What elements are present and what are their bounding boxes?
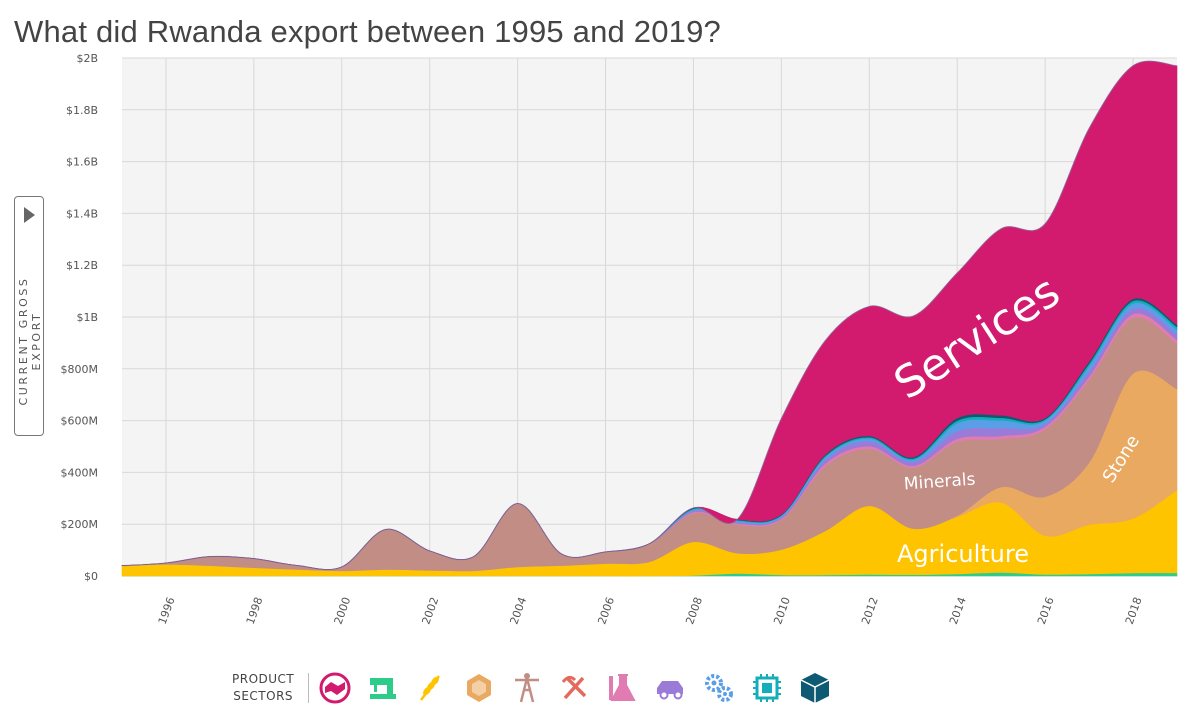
x-tick-label: 2002 <box>420 595 442 626</box>
y-tick-label: $400M <box>61 466 99 479</box>
y-tick-label: $0 <box>84 570 98 583</box>
y-axis-toggle[interactable]: CURRENT GROSS EXPORT <box>14 196 44 436</box>
play-triangle-icon <box>24 207 35 223</box>
stone-icon[interactable] <box>461 670 497 706</box>
y-tick-label: $1.6B <box>66 156 98 169</box>
agriculture-icon[interactable] <box>413 670 449 706</box>
product-sectors-legend: PRODUCT SECTORS <box>232 670 845 706</box>
x-tick-label: 2018 <box>1123 595 1145 626</box>
x-tick-label: 2004 <box>507 595 529 626</box>
y-tick-label: $1.2B <box>66 259 98 272</box>
minerals-label: Minerals <box>903 470 976 495</box>
y-tick-labels: $0 $200M $400M $600M $800M $1B $1.2B $1.4B $1.6B… <box>61 52 99 583</box>
vehicles-icon[interactable] <box>653 670 689 706</box>
services-icon[interactable] <box>317 670 353 706</box>
x-tick-label: 1998 <box>244 595 266 626</box>
chart-title: What did Rwanda export between 1995 and … <box>14 14 721 49</box>
y-tick-label: $2B <box>76 52 98 65</box>
y-tick-label: $1.8B <box>66 104 98 117</box>
x-tick-label: 2006 <box>595 595 617 626</box>
x-tick-labels: 1996 1998 2000 2002 2004 2006 2008 2010 2012 2014… <box>156 595 1145 626</box>
y-tick-label: $200M <box>61 518 99 531</box>
legend-divider <box>308 673 310 703</box>
y-tick-label: $600M <box>61 415 99 428</box>
x-tick-label: 2008 <box>683 595 705 626</box>
stacked-areas <box>121 60 1178 577</box>
x-tick-label: 2010 <box>771 595 793 626</box>
minerals-icon[interactable] <box>509 670 545 706</box>
other-icon[interactable] <box>797 670 833 706</box>
x-tick-label: 2000 <box>332 595 354 626</box>
y-tick-label: $1.4B <box>66 207 98 220</box>
metals-icon[interactable] <box>557 670 593 706</box>
machinery-icon[interactable] <box>701 670 737 706</box>
product-sectors-label: PRODUCT SECTORS <box>232 671 294 705</box>
stack-top-outline <box>121 60 1178 571</box>
chemicals-icon[interactable] <box>605 670 641 706</box>
sectors-label-line2: SECTORS <box>233 689 294 703</box>
electronics-icon[interactable] <box>749 670 785 706</box>
x-tick-label: 2014 <box>947 595 969 626</box>
x-tick-label: 2016 <box>1035 595 1057 626</box>
x-tick-label: 2012 <box>859 595 881 626</box>
textiles-icon[interactable] <box>365 670 401 706</box>
y-tick-label: $800M <box>61 363 99 376</box>
y-tick-label: $1B <box>76 311 98 324</box>
sectors-label-line1: PRODUCT <box>232 672 295 686</box>
x-tick-label: 1996 <box>156 595 178 626</box>
agriculture-label: Agriculture <box>897 540 1029 568</box>
